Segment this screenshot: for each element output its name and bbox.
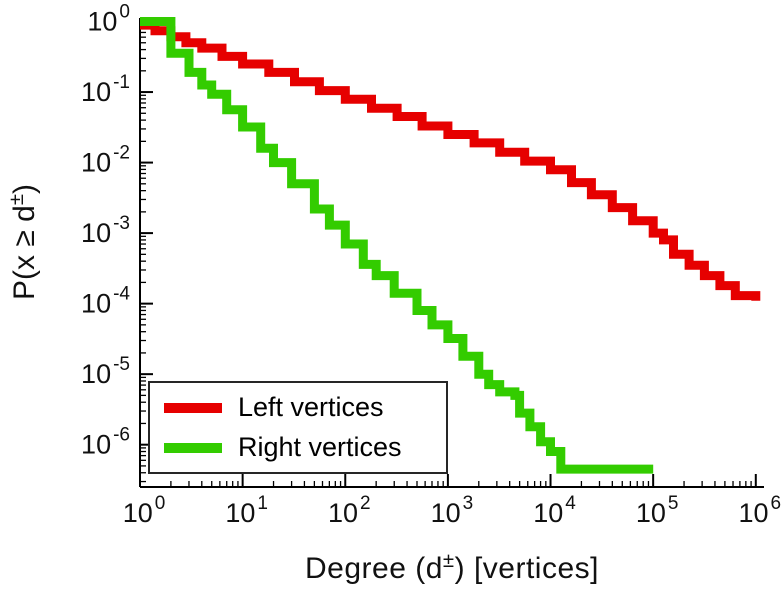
series-right-vertices — [140, 17, 654, 474]
y-tick-label: 10 -1 — [81, 72, 130, 107]
x-axis-label-suffix: ) [vertices] — [454, 552, 599, 585]
x-tick-label: 10 2 — [328, 493, 371, 528]
legend-label-left-vertices: Left vertices — [238, 392, 384, 422]
x-tick-label: 10 6 — [738, 493, 781, 528]
x-axis-label-sup: ± — [442, 550, 455, 572]
legend-item-left-vertices: Left vertices — [164, 394, 432, 421]
legend-swatch-left-vertices — [164, 402, 222, 413]
legend-label-right-vertices: Right vertices — [238, 432, 402, 462]
x-tick-label: 10 5 — [636, 493, 679, 528]
y-tick-label: 10 -5 — [81, 354, 130, 389]
y-tick-label: 10 -4 — [81, 284, 130, 319]
legend: Left vertices Right vertices — [148, 381, 448, 474]
y-axis-label-sup: ± — [6, 193, 28, 206]
x-axis-label: Degree (d±) [vertices] — [140, 550, 764, 586]
x-tick-label: 10 0 — [123, 493, 166, 528]
y-axis-label: P(x ≥ d±) — [6, 184, 42, 300]
x-tick-label: 10 3 — [431, 493, 474, 528]
y-tick-label: 10 -2 — [81, 143, 130, 178]
legend-item-right-vertices: Right vertices — [164, 434, 432, 461]
y-tick-label: 10 -6 — [81, 425, 130, 460]
y-tick-label: 10 -3 — [81, 213, 130, 248]
series-left-vertices — [140, 20, 761, 301]
y-axis-label-text: P(x ≥ d — [8, 205, 41, 300]
legend-swatch-right-vertices — [164, 442, 222, 453]
x-tick-label: 10 4 — [533, 493, 576, 528]
x-tick-label: 10 1 — [225, 493, 268, 528]
x-axis-label-text: Degree (d — [305, 552, 443, 585]
y-axis-label-suffix: ) — [8, 183, 41, 194]
y-tick-label: 10 0 — [87, 2, 130, 37]
